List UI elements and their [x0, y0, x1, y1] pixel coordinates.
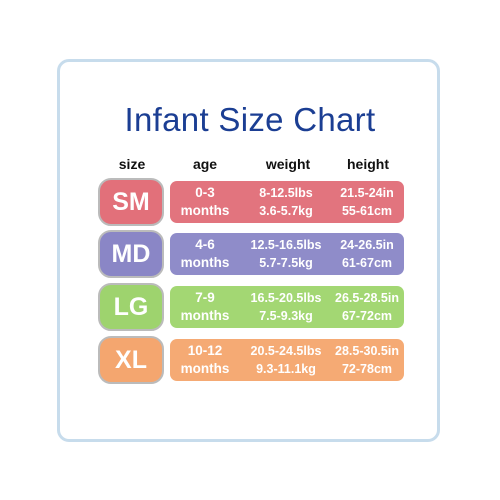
- height-cm: 61-67cm: [341, 256, 393, 270]
- size-row-bar: [170, 181, 404, 223]
- size-row-bar: [170, 286, 404, 328]
- size-badge: SM: [98, 178, 164, 226]
- height-in: 24-26.5in: [340, 238, 394, 252]
- size-row-md: MD 4-6 months 12.5-16.5lbs 5.7-7.5kg 24-…: [0, 230, 500, 278]
- header-size: size: [118, 156, 146, 172]
- height-in: 21.5-24in: [340, 186, 394, 200]
- size-row-lg: LG 7-9 months 16.5-20.5lbs 7.5-9.3kg 26.…: [0, 283, 500, 331]
- weight-lbs: 8-12.5lbs: [259, 186, 313, 200]
- age-range: 4-6: [195, 237, 215, 252]
- size-badge: XL: [98, 336, 164, 384]
- height-in: 26.5-28.5in: [335, 291, 399, 305]
- age-unit: months: [180, 361, 230, 376]
- header-age: age: [192, 156, 218, 172]
- chart-title: Infant Size Chart: [124, 101, 376, 138]
- age-range: 10-12: [187, 343, 223, 358]
- age-unit: months: [180, 308, 230, 323]
- size-row-sm: SM 0-3 months 8-12.5lbs 3.6-5.7kg 21.5-2…: [0, 178, 500, 226]
- age-range: 0-3: [195, 185, 215, 200]
- age-range: 7-9: [195, 290, 215, 305]
- weight-lbs: 12.5-16.5lbs: [250, 238, 322, 252]
- height-cm: 55-61cm: [341, 204, 393, 218]
- age-unit: months: [180, 203, 230, 218]
- height-cm: 72-78cm: [341, 362, 393, 376]
- weight-lbs: 20.5-24.5lbs: [250, 344, 322, 358]
- header-weight: weight: [265, 156, 311, 172]
- weight-kg: 7.5-9.3kg: [259, 309, 313, 323]
- weight-kg: 3.6-5.7kg: [259, 204, 313, 218]
- weight-kg: 9.3-11.1kg: [256, 362, 316, 376]
- height-in: 28.5-30.5in: [335, 344, 399, 358]
- size-badge: LG: [98, 283, 164, 331]
- weight-lbs: 16.5-20.5lbs: [250, 291, 322, 305]
- size-row-xl: XL 10-12 months 20.5-24.5lbs 9.3-11.1kg …: [0, 336, 500, 384]
- size-row-bar: [170, 233, 404, 275]
- age-unit: months: [180, 255, 230, 270]
- height-cm: 67-72cm: [341, 309, 393, 323]
- header-height: height: [347, 156, 389, 172]
- size-row-bar: [170, 339, 404, 381]
- weight-kg: 5.7-7.5kg: [259, 256, 313, 270]
- size-badge: MD: [98, 230, 164, 278]
